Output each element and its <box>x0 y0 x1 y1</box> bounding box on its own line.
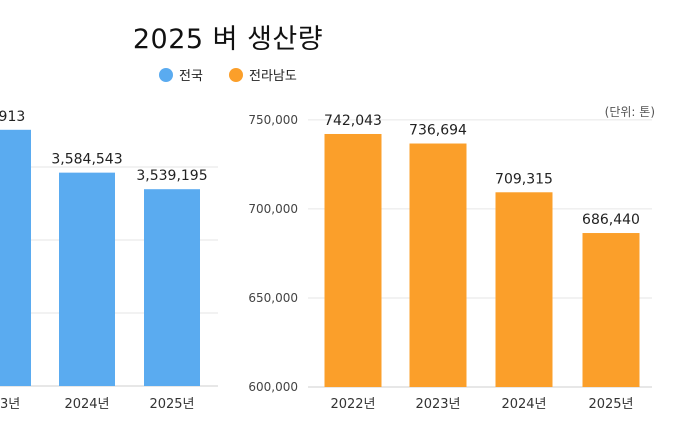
x-tick-left: 2024년 <box>64 397 109 412</box>
x-tick-left: 2025년 <box>149 397 194 412</box>
bar-jeonnam <box>409 143 467 387</box>
data-label-jeonnam: 736,694 <box>409 123 467 139</box>
y-tick-right: 650,000 <box>248 291 298 305</box>
legend-label-nationwide: 전국 <box>179 69 203 84</box>
data-label-jeonnam: 742,043 <box>324 113 382 129</box>
y-tick-right: 600,000 <box>248 380 298 394</box>
bar-nationwide <box>0 129 31 386</box>
bars-layer <box>0 129 640 387</box>
bar-nationwide <box>144 189 200 386</box>
x-tick-left: 23년 <box>0 397 20 412</box>
x-tick-right: 2024년 <box>501 397 546 412</box>
data-label-nationwide: 3,539,195 <box>136 168 207 184</box>
y-tick-right: 700,000 <box>248 202 298 216</box>
bar-nationwide <box>59 172 115 386</box>
legend-swatch-jeonnam <box>229 68 243 82</box>
unit-note: (단위: 톤) <box>605 105 655 119</box>
bar-jeonnam <box>495 192 553 387</box>
x-tick-right: 2023년 <box>415 397 460 412</box>
legend-label-jeonnam: 전라남도 <box>249 69 297 84</box>
data-label-jeonnam: 686,440 <box>582 212 640 228</box>
bar-jeonnam <box>582 233 640 387</box>
data-label-jeonnam: 709,315 <box>495 171 553 187</box>
bar-jeonnam <box>324 133 382 387</box>
x-tick-right: 2025년 <box>588 397 633 412</box>
x-tick-right: 2022년 <box>330 397 375 412</box>
data-label-nationwide: ,1,913 <box>0 109 25 125</box>
legend-swatch-nationwide <box>159 68 173 82</box>
data-label-nationwide: 3,584,543 <box>51 152 122 168</box>
chart-title: 2025 벼 생산량 <box>133 24 323 55</box>
y-tick-right: 750,000 <box>248 113 298 127</box>
